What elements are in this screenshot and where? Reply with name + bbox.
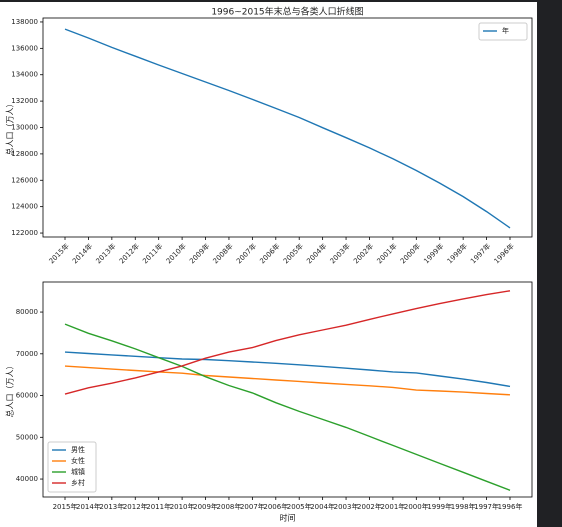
y-axis-label: 总人口（万人）: [5, 100, 15, 156]
x-axis-label: 时间: [280, 513, 296, 523]
x-tick-label: 2015年: [53, 502, 78, 511]
y-tick-label: 70000: [16, 350, 38, 358]
x-tick-label: 2013年: [99, 502, 124, 511]
legend-box: [478, 22, 528, 41]
x-tick-label: 2008年: [217, 502, 242, 511]
x-tick-label: 2000年: [404, 502, 429, 511]
y-tick-label: 122000: [11, 229, 38, 237]
legend-label: 年: [502, 26, 509, 35]
y-tick-label: 136000: [11, 44, 38, 52]
x-tick-label: 1998年: [451, 502, 476, 511]
line-series: [64, 290, 511, 395]
x-tick-label: 2012年: [123, 502, 148, 511]
x-tick-label: 2001年: [380, 502, 405, 511]
y-tick-label: 40000: [16, 475, 38, 483]
y-tick-label: 80000: [16, 308, 38, 316]
y-tick-label: 50000: [16, 433, 38, 441]
x-tick-label: 2010年: [170, 502, 195, 511]
legend-box: [47, 441, 97, 493]
y-tick-label: 132000: [11, 97, 38, 105]
legend-label: 男性: [71, 445, 85, 454]
plot-frame: [42, 281, 533, 498]
line-series: [64, 28, 511, 229]
x-tick-label: 2005年: [287, 502, 312, 511]
x-tick-label: 2002年: [357, 502, 382, 511]
x-tick-label: 1997年: [474, 502, 499, 511]
line-series: [64, 323, 511, 491]
y-tick-label: 124000: [11, 203, 38, 211]
y-tick-label: 138000: [11, 18, 38, 26]
figure-background: [0, 2, 537, 527]
legend-label: 女性: [71, 456, 85, 465]
y-tick-label: 130000: [11, 124, 38, 132]
x-tick-label: 1999年: [427, 502, 452, 511]
y-tick-label: 128000: [11, 150, 38, 158]
chart-title: 1996~2015年末总与各类人口折线图: [211, 6, 363, 18]
x-tick-label: 2006年: [263, 502, 288, 511]
plot-frame: [42, 17, 533, 238]
y-axis-label: 总人口（万人）: [5, 362, 15, 418]
x-tick-label: 2004年: [310, 502, 335, 511]
line-series: [64, 365, 511, 396]
legend-label: 乡村: [71, 478, 85, 487]
x-tick-label: 2009年: [193, 502, 218, 511]
x-tick-label: 2011年: [146, 502, 171, 511]
x-tick-label: 1996年: [498, 502, 523, 511]
x-tick-label: 2007年: [240, 502, 265, 511]
legend-label: 城镇: [71, 467, 85, 476]
y-tick-label: 134000: [11, 71, 38, 79]
line-series: [64, 351, 511, 388]
y-tick-label: 60000: [16, 392, 38, 400]
y-tick-label: 126000: [11, 176, 38, 184]
x-tick-label: 2014年: [76, 502, 101, 511]
x-tick-label: 2003年: [334, 502, 359, 511]
